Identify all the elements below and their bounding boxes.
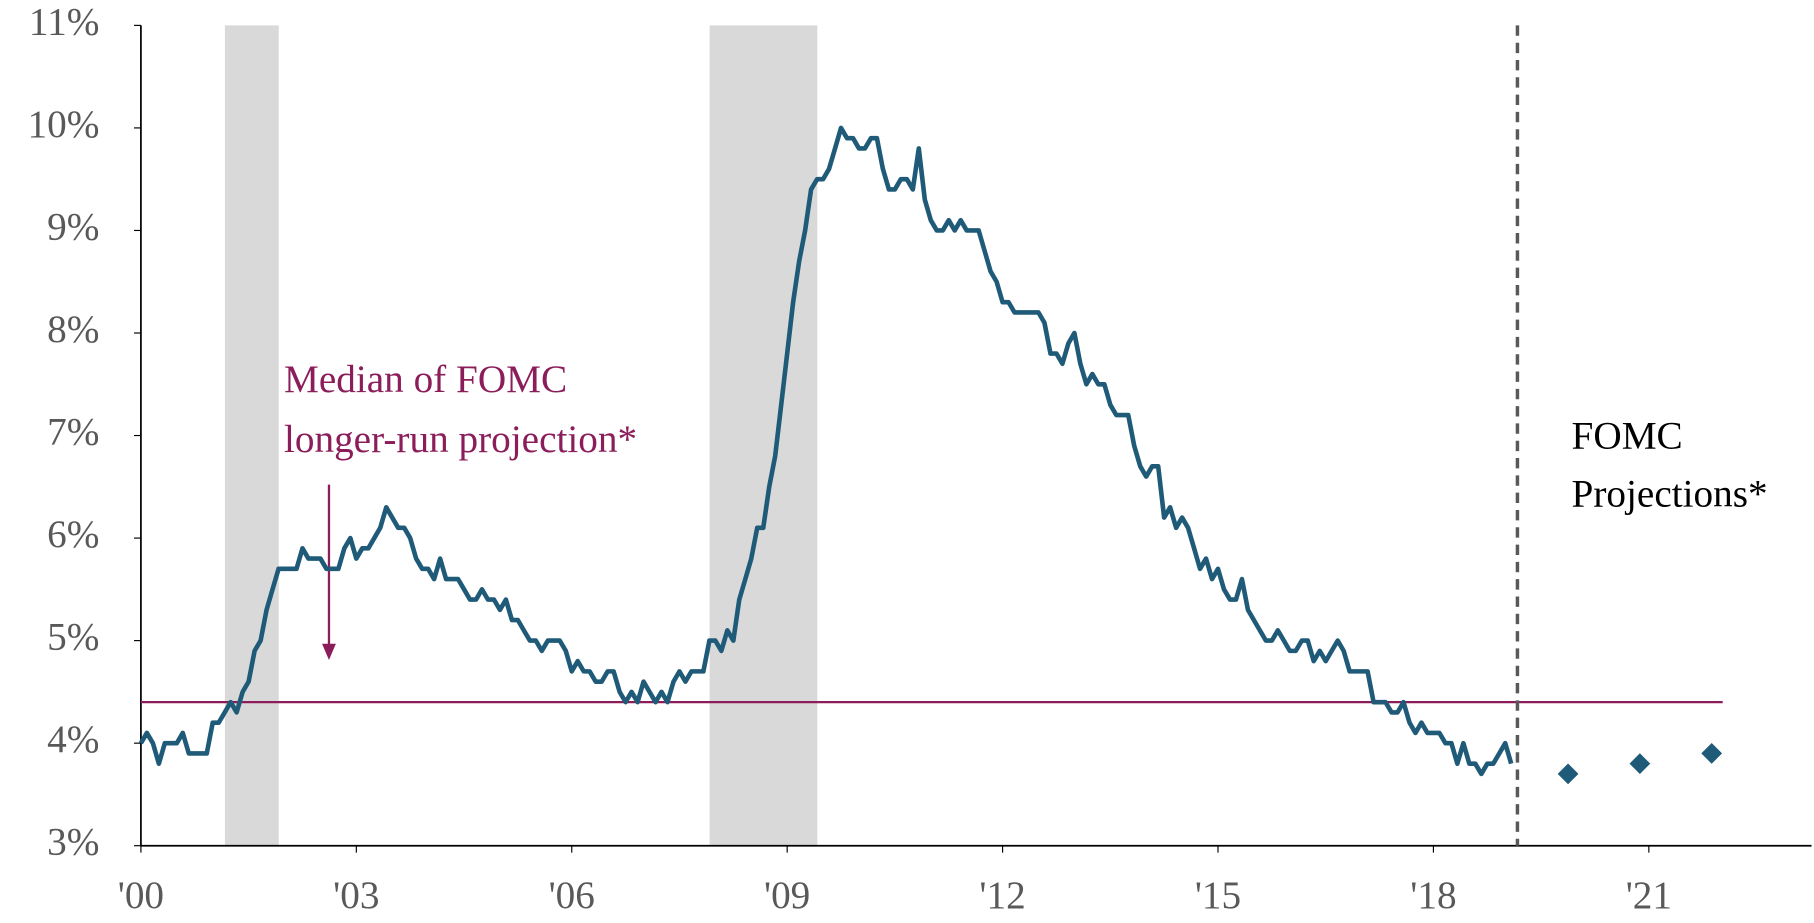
y-tick-label: 8%: [47, 308, 99, 351]
x-tick-label: '18: [1410, 874, 1456, 917]
background-layer: [133, 24, 1812, 853]
y-tick-label: 3%: [47, 821, 99, 864]
projection-label: Projections*: [1572, 472, 1768, 515]
recession-band: [224, 25, 279, 846]
projection-marker: [1557, 763, 1579, 785]
longer-run-label: longer-run projection*: [284, 418, 637, 461]
x-tick-label: '21: [1626, 874, 1672, 917]
projection-marker: [1629, 753, 1651, 775]
y-tick-label: 4%: [47, 718, 99, 761]
y-tick-label: 10%: [27, 103, 99, 146]
projection-label: FOMC: [1572, 415, 1683, 458]
x-tick-label: '06: [549, 874, 595, 917]
y-tick-label: 7%: [47, 411, 99, 454]
recession-band: [709, 25, 818, 846]
x-tick-label: '15: [1195, 874, 1241, 917]
y-tick-label: 5%: [47, 616, 99, 659]
y-tick-label: 6%: [47, 513, 99, 556]
unemployment-line: [138, 125, 1514, 777]
x-tick-label: '03: [333, 874, 379, 917]
x-tick-label: '12: [979, 874, 1025, 917]
x-tick-label: '00: [118, 874, 164, 917]
foreground-layer: 3% 4% 5% 6% 7% 8% 9% 10% 11% '00 '03 '06 '09 '12 '15 '1…: [27, 0, 1767, 916]
arrow-head: [322, 643, 336, 660]
x-tick-label: '09: [764, 874, 810, 917]
longer-run-label: Median of FOMC: [284, 358, 567, 401]
y-tick-label: 9%: [47, 205, 99, 248]
y-tick-label: 11%: [29, 0, 99, 43]
projection-marker: [1701, 743, 1723, 764]
